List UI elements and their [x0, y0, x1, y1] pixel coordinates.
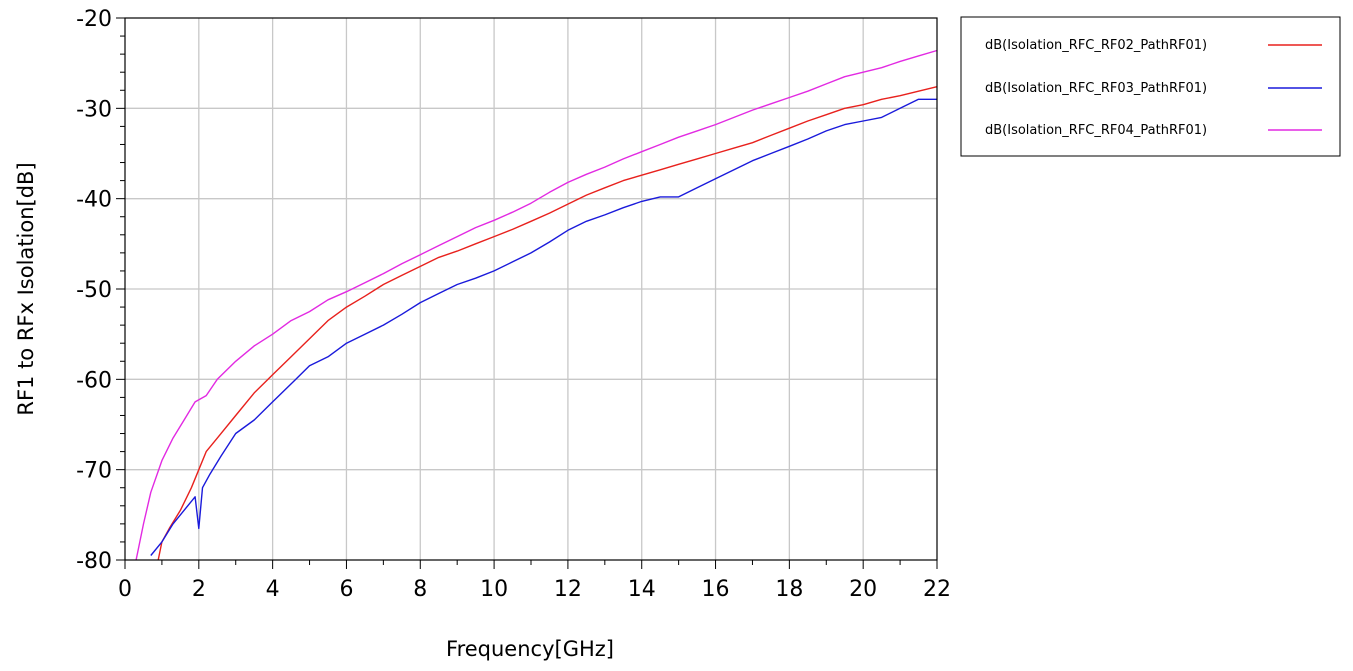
tick-marks: [116, 17, 938, 569]
legend-label-3: dB(Isolation_RFC_RF04_PathRF01): [985, 123, 1207, 138]
series-lines: [135, 49, 938, 561]
y-tick-label: -80: [76, 549, 112, 574]
x-tick-label: 22: [923, 577, 951, 602]
series-line-1: [157, 86, 938, 561]
x-tick-label: 0: [118, 577, 132, 602]
y-tick-label: -20: [76, 7, 112, 32]
legend: dB(Isolation_RFC_RF02_PathRF01) dB(Isolat…: [960, 16, 1341, 157]
x-tick-label: 14: [628, 577, 656, 602]
legend-box: [960, 16, 1341, 157]
x-tick-label: 16: [702, 577, 730, 602]
legend-label-2: dB(Isolation_RFC_RF03_PathRF01): [985, 81, 1207, 96]
y-tick-label: -40: [76, 188, 112, 213]
x-axis-title: Frequency[GHz]: [446, 637, 614, 661]
x-axis-tick-labels: 0 2 4 6 8 10 12 14 16 18 20 22: [118, 577, 951, 602]
y-axis-title: RF1 to RFx Isolation[dB]: [14, 162, 38, 415]
grid-lines: [125, 18, 937, 560]
x-tick-label: 10: [480, 577, 508, 602]
legend-label-1: dB(Isolation_RFC_RF02_PathRF01): [985, 38, 1207, 53]
x-tick-label: 4: [266, 577, 280, 602]
x-tick-label: 6: [339, 577, 353, 602]
series-line-3: [135, 49, 938, 561]
y-tick-label: -30: [76, 97, 112, 122]
y-tick-label: -50: [76, 278, 112, 303]
x-tick-label: 2: [192, 577, 206, 602]
x-tick-label: 8: [413, 577, 427, 602]
x-tick-label: 20: [849, 577, 877, 602]
x-tick-label: 18: [775, 577, 803, 602]
series-line-2: [150, 98, 937, 556]
y-tick-label: -70: [76, 459, 112, 484]
y-tick-label: -60: [76, 368, 112, 393]
y-axis-tick-labels: -20 -30 -40 -50 -60 -70 -80: [76, 7, 112, 574]
x-tick-label: 12: [554, 577, 582, 602]
